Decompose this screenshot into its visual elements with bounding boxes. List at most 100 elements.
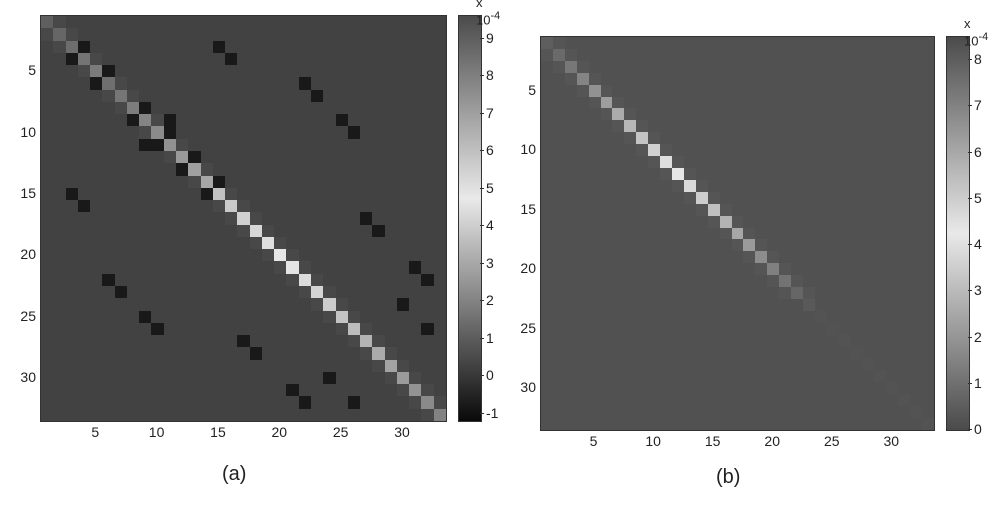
cell: [708, 61, 720, 73]
cell: [767, 108, 779, 120]
cell: [311, 311, 323, 323]
cell: [397, 372, 409, 384]
cell: [720, 85, 732, 97]
cell: [565, 263, 577, 275]
cell: [624, 418, 636, 430]
cell: [612, 275, 624, 287]
cell: [250, 53, 262, 65]
cell: [863, 97, 875, 109]
cell: [372, 200, 384, 212]
cell: [274, 90, 286, 102]
cell: [66, 396, 78, 408]
cell: [237, 176, 249, 188]
cell: [720, 156, 732, 168]
cell: [421, 212, 433, 224]
cell: [720, 49, 732, 61]
cell: [102, 28, 114, 40]
cell: [922, 335, 934, 347]
cell: [624, 287, 636, 299]
cell: [213, 360, 225, 372]
cell: [720, 37, 732, 49]
cell: [262, 126, 274, 138]
cell: [372, 53, 384, 65]
cell: [213, 249, 225, 261]
cell: [755, 192, 767, 204]
cell: [898, 61, 910, 73]
cell: [612, 406, 624, 418]
cell: [553, 263, 565, 275]
cell: [743, 418, 755, 430]
cell: [176, 286, 188, 298]
cell: [743, 370, 755, 382]
cell: [577, 144, 589, 156]
cell: [553, 192, 565, 204]
cell: [201, 151, 213, 163]
cell: [886, 263, 898, 275]
cell: [237, 360, 249, 372]
cell: [541, 132, 553, 144]
cell: [151, 77, 163, 89]
cell: [672, 61, 684, 73]
cell: [910, 287, 922, 299]
cell: [839, 382, 851, 394]
cell: [385, 151, 397, 163]
cell: [779, 156, 791, 168]
cell: [874, 287, 886, 299]
cell: [827, 204, 839, 216]
cell: [767, 204, 779, 216]
cell: [299, 151, 311, 163]
cell: [151, 188, 163, 200]
cell: [323, 90, 335, 102]
ytick: 5: [12, 62, 36, 78]
cell: [385, 114, 397, 126]
cell: [601, 382, 613, 394]
cell: [636, 156, 648, 168]
cell: [102, 409, 114, 421]
cell: [176, 347, 188, 359]
cell: [732, 168, 744, 180]
cell: [863, 370, 875, 382]
cell: [164, 409, 176, 421]
cell: [397, 126, 409, 138]
cell: [286, 188, 298, 200]
cell: [139, 90, 151, 102]
cell: [78, 372, 90, 384]
cell: [66, 200, 78, 212]
cell: [803, 335, 815, 347]
cell: [397, 16, 409, 28]
cell: [188, 274, 200, 286]
cell: [815, 144, 827, 156]
cell: [612, 347, 624, 359]
cell: [708, 287, 720, 299]
cell: [601, 347, 613, 359]
cell: [237, 384, 249, 396]
cell: [115, 163, 127, 175]
cell: [188, 298, 200, 310]
cell: [262, 90, 274, 102]
cell: [720, 323, 732, 335]
cell: [791, 251, 803, 263]
cell: [648, 251, 660, 263]
cell: [732, 311, 744, 323]
cell: [323, 237, 335, 249]
cell: [779, 192, 791, 204]
cell: [660, 382, 672, 394]
cell: [922, 37, 934, 49]
cell: [90, 126, 102, 138]
cell: [188, 126, 200, 138]
cell: [755, 120, 767, 132]
cell: [803, 406, 815, 418]
cell: [274, 311, 286, 323]
cell: [898, 299, 910, 311]
xtick: 5: [582, 433, 606, 449]
cell: [372, 335, 384, 347]
cell: [612, 394, 624, 406]
cell: [397, 261, 409, 273]
cell: [636, 370, 648, 382]
cell: [815, 85, 827, 97]
cell: [409, 90, 421, 102]
cell: [323, 176, 335, 188]
cell: [696, 370, 708, 382]
cell: [53, 384, 65, 396]
cell: [863, 37, 875, 49]
